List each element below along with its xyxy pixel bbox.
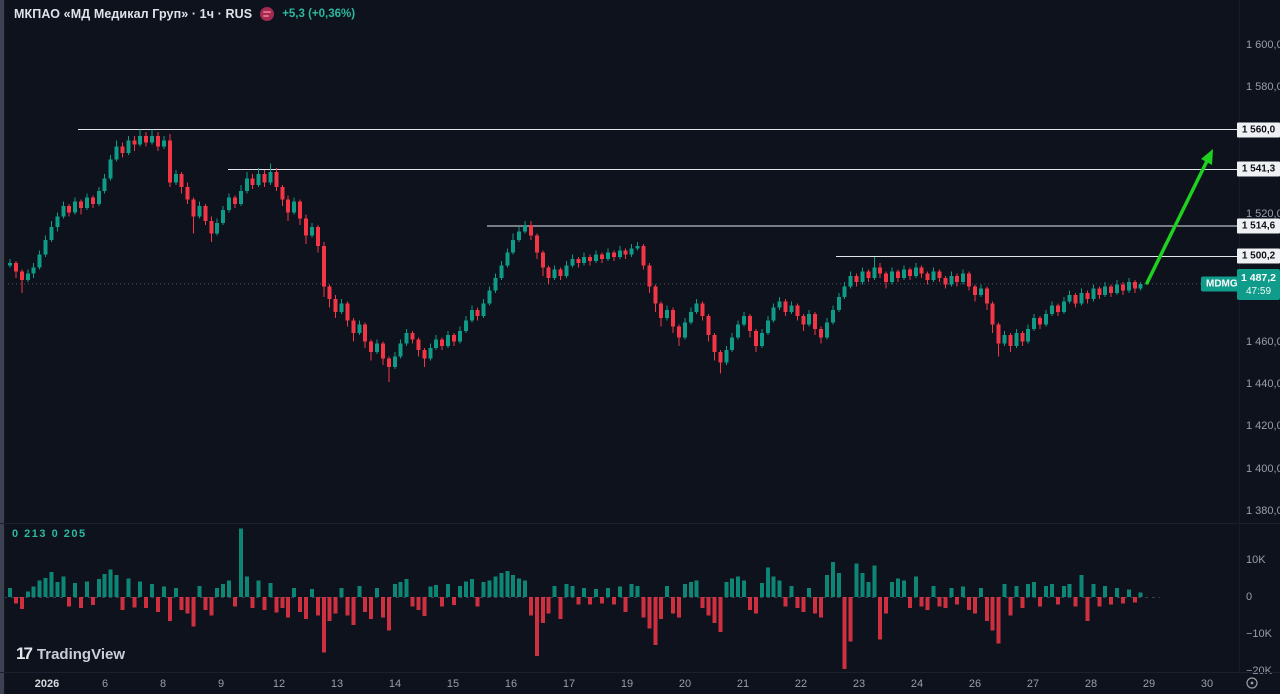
ticker-pill: MDMG — [1201, 276, 1243, 292]
time-axis-label: 16 — [504, 678, 518, 690]
time-axis-label: 29 — [1142, 678, 1156, 690]
horizontal-level-lines[interactable] — [78, 129, 1237, 257]
tradingview-logo-text: TradingView — [36, 645, 126, 663]
tradingview-logo[interactable]: 17 TradingView — [16, 644, 125, 664]
time-axis-label: 2026 — [34, 678, 60, 690]
time-axis-label: 13 — [330, 678, 344, 690]
time-axis-label: 17 — [562, 678, 576, 690]
price-axis-tick: 1 580,0 — [1246, 81, 1280, 94]
time-axis-label: 30 — [1200, 678, 1214, 690]
price-axis-tick: 1 520,0 — [1246, 208, 1280, 221]
time-axis-label: 6 — [101, 678, 109, 690]
volume-axis-tick: −20K — [1246, 665, 1272, 677]
tradingview-logo-icon: 17 — [16, 644, 33, 663]
price-axis-tick: 1 600,0 — [1246, 39, 1280, 51]
trend-arrow-annotation[interactable] — [1145, 149, 1213, 285]
price-line-label: 1 541,3 — [1237, 161, 1280, 177]
time-axis-label: 27 — [1026, 678, 1040, 690]
volume-axis-tick: −10K — [1246, 628, 1272, 640]
price-axis[interactable] — [1240, 0, 1280, 672]
price-axis-tick: 1 460,0 — [1246, 335, 1280, 348]
volume-axis-tick: 10K — [1246, 554, 1266, 566]
time-axis-label: 24 — [910, 678, 924, 690]
time-axis-label: 22 — [794, 678, 808, 690]
time-axis-label: 20 — [678, 678, 692, 690]
time-axis-label: 9 — [217, 678, 225, 690]
current-price-value: 1 487,2 — [1240, 271, 1277, 284]
price-change: +5,3 (+0,36%) — [282, 8, 356, 20]
volume-axis-tick: 0 — [1246, 591, 1253, 603]
chart-legend: МКПАО «МД Медикал Груп» · 1ч · RUS +5,3 … — [14, 7, 355, 21]
candlestick-series — [8, 129, 1143, 382]
left-toolbar-edge — [0, 0, 5, 694]
price-line-label: 1 560,0 — [1237, 122, 1280, 138]
time-axis-label: 28 — [1084, 678, 1098, 690]
time-axis-label: 14 — [388, 678, 402, 690]
price-axis-tick: 1 400,0 — [1246, 462, 1280, 475]
bar-countdown: 47:59 — [1245, 285, 1272, 297]
time-axis-separator — [0, 672, 1280, 673]
time-axis-label: 26 — [968, 678, 982, 690]
price-axis-tick: 1 420,0 — [1246, 420, 1280, 433]
pane-separator[interactable] — [0, 523, 1280, 524]
volume-series — [8, 528, 1143, 670]
time-axis-label: 21 — [736, 678, 750, 690]
time-axis-label: 23 — [852, 678, 866, 690]
time-axis-label: 12 — [272, 678, 286, 690]
symbol-title[interactable]: МКПАО «МД Медикал Груп» · 1ч · RUS — [14, 7, 253, 21]
current-price-badge: 1 487,2 47:59 — [1237, 269, 1280, 300]
price-axis-tick: 1 440,0 — [1246, 377, 1280, 390]
volume-indicator-values: 0 213 0 205 — [12, 528, 87, 540]
time-axis-label: 15 — [446, 678, 460, 690]
time-axis-label: 19 — [620, 678, 634, 690]
price-axis-separator — [1239, 0, 1240, 672]
instrument-logo-icon — [260, 7, 275, 21]
price-line-label: 1 500,2 — [1237, 248, 1280, 264]
price-line-label: 1 514,6 — [1237, 218, 1280, 234]
timezone-clock-icon[interactable] — [1243, 674, 1261, 692]
time-axis-label: 8 — [159, 678, 167, 690]
price-axis-tick: 1 380,0 — [1246, 504, 1280, 517]
